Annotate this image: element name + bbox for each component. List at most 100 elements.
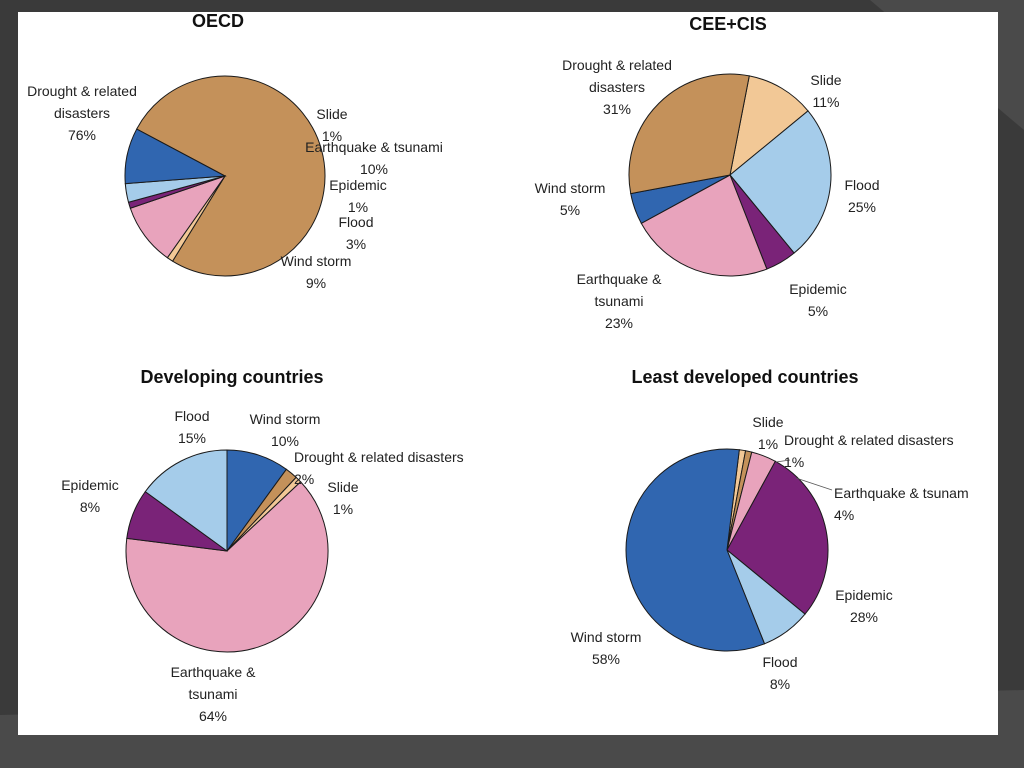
slice-label-epidemic: Epidemic 1%	[329, 177, 387, 215]
slice-label-line: Drought & related disasters	[784, 432, 954, 448]
slice-label-epidemic: Epidemic 28%	[835, 587, 893, 625]
slice-label-drought-related-disasters: Drought & related disasters 2%	[294, 449, 464, 487]
slice-label-line: Earthquake &	[577, 271, 662, 287]
pie-chart-least-developed-countries: Least developed countries Slide 1% Drought…	[571, 367, 969, 692]
slice-percent: 1%	[348, 199, 368, 215]
slice-label-earthquake-tsunami: Earthquake & tsunami 10%	[305, 139, 443, 177]
slice-percent: 76%	[68, 127, 96, 143]
pie-chart-oecd: OECD Drought & related disasters 76% Slide 1…	[27, 11, 443, 291]
pie-slice-earthquake	[125, 481, 329, 653]
pie-slice-epidemic	[726, 460, 829, 615]
pie-slice-earthquake	[640, 174, 768, 277]
slice-label-line: Drought & related	[562, 57, 672, 73]
slice-label-line: Wind storm	[571, 629, 642, 645]
slice-label-line: Slide	[327, 479, 358, 495]
slice-label-wind-storm: Wind storm 10%	[250, 411, 321, 449]
slice-percent: 10%	[360, 161, 388, 177]
slice-label-line: Wind storm	[281, 253, 352, 269]
chart-title: OECD	[192, 11, 244, 31]
slice-label-wind-storm: Wind storm 5%	[535, 180, 606, 218]
slice-label-line: Flood	[762, 654, 797, 670]
slice-label-line: Slide	[316, 106, 347, 122]
slice-label-epidemic: Epidemic 5%	[789, 281, 847, 319]
slice-label-line: Slide	[752, 414, 783, 430]
pie-slices	[628, 73, 832, 277]
pie-chart-developing-countries: Developing countries Wind storm 10%Drough…	[61, 367, 463, 724]
pie-slices	[124, 75, 326, 277]
slice-percent: 2%	[294, 471, 314, 487]
slice-percent: 5%	[560, 202, 580, 218]
slice-label-line: Epidemic	[835, 587, 893, 603]
leader-line	[795, 477, 833, 491]
chart-title: Least developed countries	[631, 367, 858, 387]
slice-percent: 10%	[271, 433, 299, 449]
slice-percent: 11%	[813, 94, 840, 110]
slice-label-line: tsunami	[594, 293, 643, 309]
slice-percent: 5%	[808, 303, 828, 319]
slice-label-line: Flood	[338, 214, 373, 230]
slice-percent: 3%	[346, 236, 366, 252]
pie-slice-drought-related	[136, 75, 326, 277]
slice-label-earthquake: Earthquake & tsunami 64%	[171, 664, 256, 724]
slice-percent: 1%	[758, 436, 778, 452]
slice-percent: 25%	[848, 199, 876, 215]
leader-line	[775, 459, 791, 463]
slice-label-line: Epidemic	[61, 477, 119, 493]
slice-label-line: disasters	[589, 79, 645, 95]
slice-percent: 58%	[592, 651, 620, 667]
pie-slices	[125, 449, 329, 653]
slice-label-line: Drought & related disasters	[294, 449, 464, 465]
chart-title: CEE+CIS	[689, 14, 767, 34]
slice-label-flood: Flood 3%	[338, 214, 373, 252]
slice-label-drought-related: Drought & related disasters 31%	[562, 57, 672, 117]
slice-percent: 15%	[178, 430, 206, 446]
pie-slices	[625, 448, 829, 652]
slice-label-line: Earthquake &	[171, 664, 256, 680]
slice-label-line: Earthquake & tsunam	[834, 485, 969, 501]
slice-label-earthquake: Earthquake & tsunami 23%	[577, 271, 662, 331]
pie-chart-cee-cis: CEE+CIS Slide 11% Flood 25% Epidemic 5% Earthq…	[535, 14, 880, 331]
slice-label-slide: Slide 1%	[752, 414, 783, 452]
slice-percent: 8%	[770, 676, 790, 692]
slice-percent: 31%	[603, 101, 631, 117]
slice-label-flood: Flood 15%	[174, 408, 209, 446]
pie-slice-wind-storm	[625, 448, 766, 652]
slice-label-line: Slide	[810, 72, 841, 88]
slice-label-line: Flood	[844, 177, 879, 193]
slice-percent: 28%	[850, 609, 878, 625]
slice-percent: 1%	[784, 454, 804, 470]
slice-percent: 8%	[80, 499, 100, 515]
pie-slice-wind-storm	[124, 128, 227, 185]
slice-label-line: Drought & related	[27, 83, 137, 99]
pie-slice-flood	[729, 110, 832, 254]
slice-label-line: tsunami	[188, 686, 237, 702]
slice-label-drought-related-disasters: Drought & related disasters 1%	[784, 432, 954, 470]
slice-label-line: Epidemic	[329, 177, 387, 193]
chart-title: Developing countries	[140, 367, 323, 387]
slice-label-flood: Flood 8%	[762, 654, 797, 692]
slice-label-wind-storm: Wind storm 58%	[571, 629, 642, 667]
slice-label-earthquake-tsunam: Earthquake & tsunam 4%	[834, 485, 969, 523]
pie-slice-drought-related	[628, 73, 750, 195]
pie-slice-slide	[729, 75, 809, 177]
slice-label-flood: Flood 25%	[844, 177, 879, 215]
slice-label-line: Epidemic	[789, 281, 847, 297]
pie-slice-flood	[144, 449, 228, 552]
slice-percent: 4%	[834, 507, 854, 523]
slice-label-wind-storm: Wind storm 9%	[281, 253, 352, 291]
slice-label-epidemic: Epidemic 8%	[61, 477, 119, 515]
slice-percent: 1%	[322, 128, 342, 144]
slice-percent: 23%	[605, 315, 633, 331]
slice-label-line: Earthquake & tsunami	[305, 139, 443, 155]
slice-label-slide: Slide 1%	[327, 479, 358, 517]
slice-label-drought-related: Drought & related disasters 76%	[27, 83, 137, 143]
slice-percent: 64%	[199, 708, 227, 724]
slice-label-slide: Slide 1%	[316, 106, 347, 144]
slice-percent: 1%	[333, 501, 353, 517]
slice-percent: 9%	[306, 275, 326, 291]
slice-label-line: Wind storm	[250, 411, 321, 427]
slice-label-line: Wind storm	[535, 180, 606, 196]
slice-label-line: disasters	[54, 105, 110, 121]
slice-label-slide: Slide 11%	[810, 72, 841, 110]
